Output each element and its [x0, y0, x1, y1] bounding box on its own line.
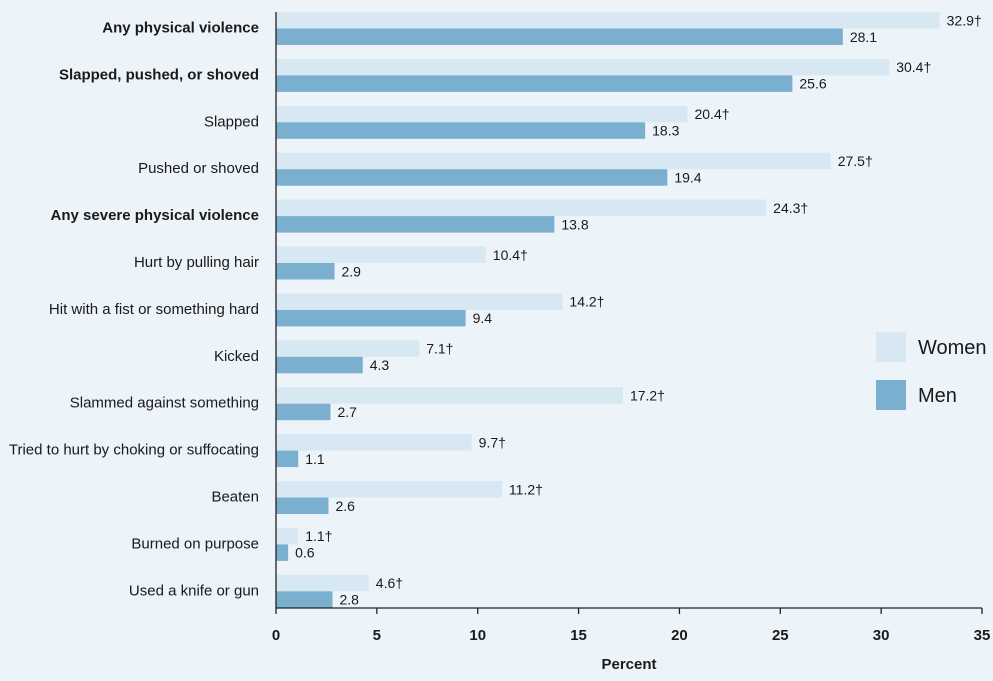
men-value-label: 2.8	[339, 592, 359, 608]
women-bar	[276, 574, 369, 592]
women-value-label: 32.9†	[947, 12, 982, 28]
women-value-label: 7.1†	[426, 341, 453, 357]
category-label: Tried to hurt by choking or suffocating	[9, 442, 259, 459]
women-value-label: 27.5†	[838, 153, 873, 169]
men-bar	[276, 75, 793, 92]
women-bar	[276, 152, 831, 170]
men-value-label: 2.9	[341, 263, 361, 279]
men-value-label: 25.6	[799, 76, 826, 92]
men-bar	[276, 263, 335, 280]
women-bar	[276, 105, 688, 123]
men-value-label: 13.8	[561, 216, 588, 232]
men-bar	[276, 544, 289, 561]
men-value-label: 28.1	[850, 29, 877, 45]
women-value-label: 17.2†	[630, 387, 665, 403]
legend-swatch-women	[876, 332, 906, 362]
women-value-label: 11.2†	[509, 481, 543, 497]
x-ticks-group: 0 5 10 15 20 25 30 35	[272, 608, 991, 644]
women-bar	[276, 434, 472, 451]
men-bar	[276, 450, 299, 468]
men-value-label: 4.3	[370, 357, 390, 373]
category-label: Slammed against something	[70, 395, 259, 412]
women-bar	[276, 12, 940, 29]
women-bar	[276, 58, 890, 76]
men-bar	[276, 169, 668, 186]
men-value-label: 2.7	[337, 404, 357, 420]
men-bar	[276, 403, 331, 421]
men-value-label: 0.6	[295, 545, 315, 561]
x-tick-label: 10	[469, 627, 486, 644]
x-tick-label: 35	[974, 627, 991, 644]
category-label: Hurt by pulling hair	[134, 254, 259, 271]
bars-group: 32.9† 28.1 30.4† 25.6 20.4† 18.3 27.5† 19.4 24.3…	[276, 12, 982, 608]
x-tick-label: 5	[373, 627, 381, 644]
category-label: Slapped, pushed, or shoved	[59, 66, 259, 83]
category-label: Any severe physical violence	[51, 207, 259, 224]
men-value-label: 1.1	[305, 451, 325, 467]
men-value-label: 9.4	[473, 310, 493, 326]
legend: Women Men	[876, 332, 987, 410]
category-label: Any physical violence	[102, 20, 259, 37]
women-value-label: 14.2†	[569, 294, 604, 310]
x-axis-label: Percent	[601, 656, 656, 673]
women-value-label: 30.4†	[896, 59, 931, 75]
x-tick-label: 25	[772, 627, 789, 644]
women-bar	[276, 481, 502, 498]
men-bar	[276, 356, 363, 374]
women-value-label: 1.1†	[305, 528, 332, 544]
x-tick-label: 15	[570, 627, 587, 644]
women-bar	[276, 246, 486, 263]
legend-swatch-men	[876, 380, 906, 410]
category-labels-group: Any physical violence Slapped, pushed, or…	[9, 20, 259, 600]
men-bar	[276, 122, 646, 139]
women-bar	[276, 199, 767, 217]
men-value-label: 18.3	[652, 123, 679, 139]
men-bar	[276, 309, 466, 327]
women-value-label: 4.6†	[376, 575, 403, 591]
category-label: Slapped	[204, 113, 259, 130]
x-tick-label: 0	[272, 627, 280, 644]
category-label: Beaten	[211, 489, 259, 506]
x-tick-label: 20	[671, 627, 688, 644]
legend-label-men: Men	[918, 385, 957, 407]
category-label: Used a knife or gun	[129, 582, 259, 599]
men-bar	[276, 497, 329, 514]
men-bar	[276, 216, 555, 233]
men-bar	[276, 28, 843, 45]
women-bar	[276, 527, 299, 545]
women-value-label: 20.4†	[694, 106, 729, 122]
category-label: Burned on purpose	[131, 535, 259, 552]
x-tick-label: 30	[873, 627, 890, 644]
legend-label-women: Women	[918, 337, 987, 359]
men-value-label: 19.4	[674, 169, 701, 185]
women-value-label: 10.4†	[493, 247, 528, 263]
women-bar	[276, 387, 623, 404]
category-label: Hit with a fist or something hard	[49, 301, 259, 318]
women-bar	[276, 293, 563, 310]
men-value-label: 2.6	[335, 498, 355, 514]
women-value-label: 9.7†	[479, 434, 506, 450]
women-value-label: 24.3†	[773, 200, 808, 216]
men-bar	[276, 591, 333, 608]
category-label: Pushed or shoved	[138, 160, 259, 177]
women-bar	[276, 340, 420, 357]
category-label: Kicked	[214, 348, 259, 365]
